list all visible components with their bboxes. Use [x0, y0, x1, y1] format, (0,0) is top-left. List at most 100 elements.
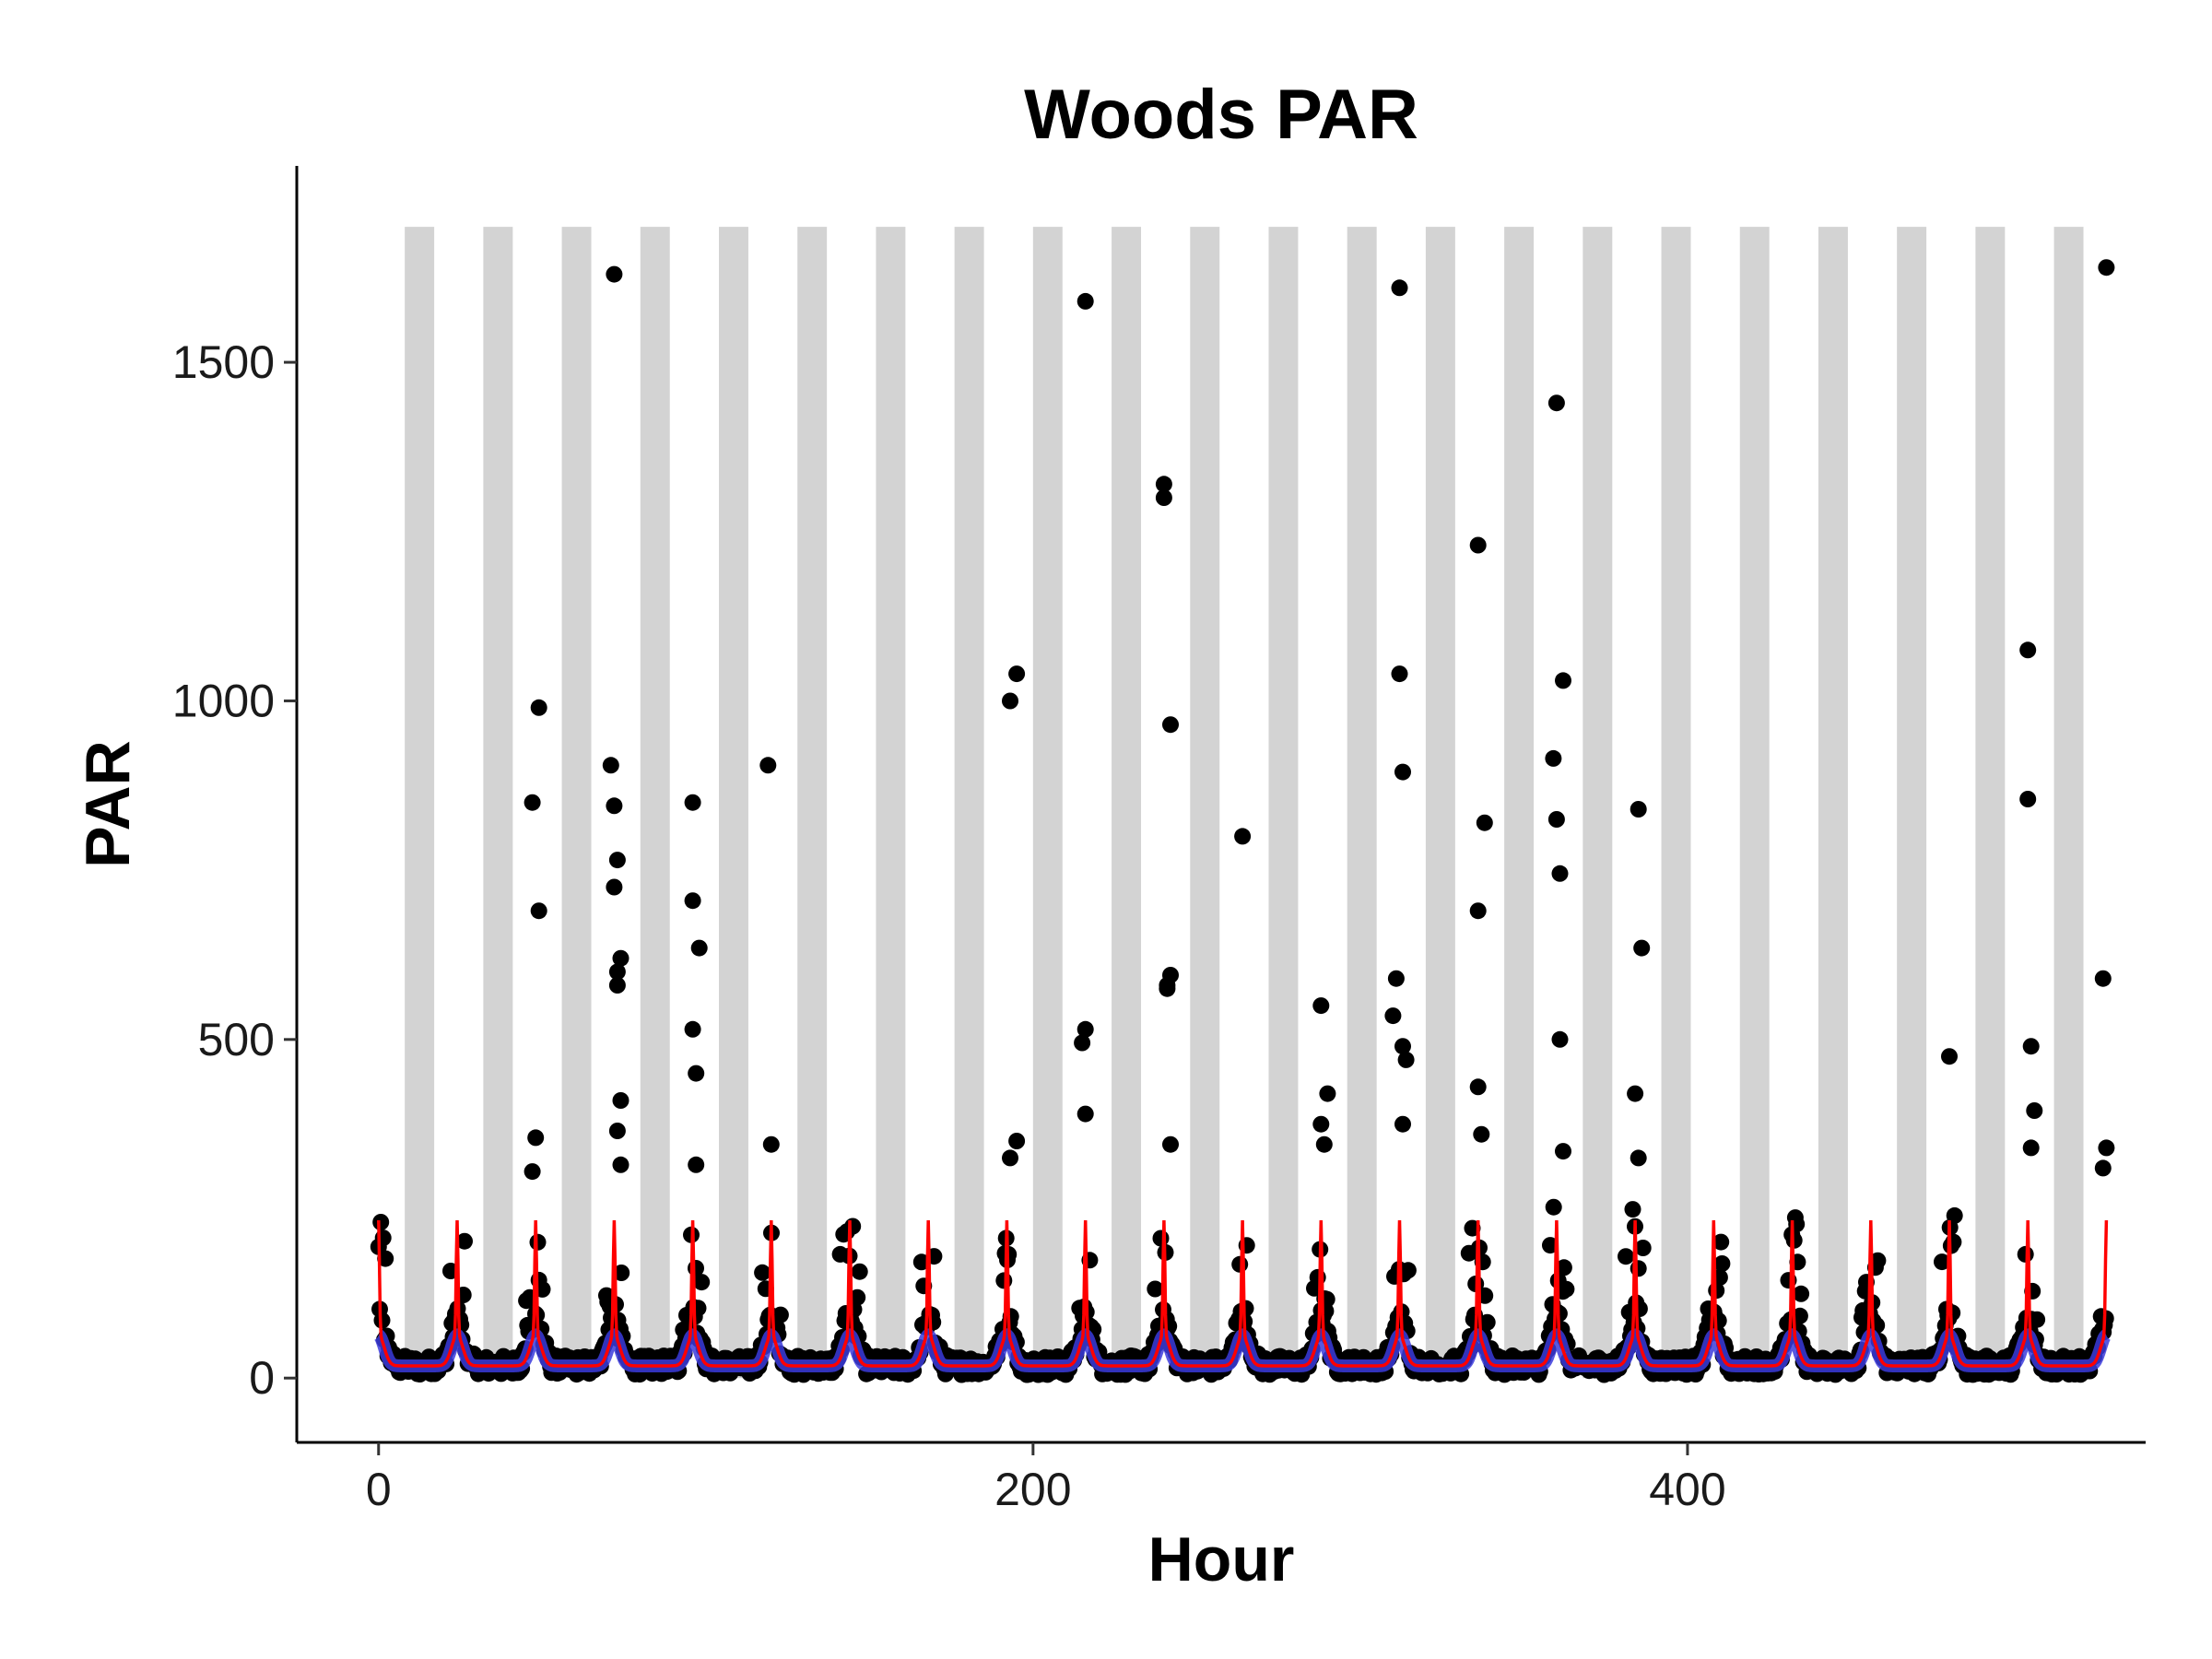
data-point — [1634, 1240, 1652, 1256]
data-point — [606, 797, 623, 815]
data-point — [995, 1272, 1013, 1289]
data-point — [844, 1218, 862, 1235]
data-point — [1618, 1248, 1634, 1265]
data-point — [849, 1288, 866, 1306]
data-point — [690, 939, 708, 957]
data-point — [1152, 1230, 1170, 1247]
data-point — [612, 949, 629, 967]
data-point — [2094, 1159, 2112, 1177]
data-point — [684, 1020, 701, 1038]
data-point — [2019, 641, 2037, 659]
data-point — [2094, 970, 2112, 987]
data-point — [1155, 476, 1172, 493]
data-point — [912, 1253, 930, 1271]
x-tick-label: 200 — [994, 1464, 1071, 1515]
data-point — [1558, 1280, 1575, 1298]
data-point — [1713, 1255, 1731, 1272]
data-point — [2098, 1139, 2115, 1157]
data-point — [684, 892, 701, 910]
data-point — [1394, 763, 1411, 781]
x-axis-title: Hour — [1148, 1524, 1295, 1594]
data-point — [1074, 1034, 1091, 1052]
data-point — [1155, 489, 1172, 506]
data-point — [1077, 292, 1094, 310]
fit-curves — [374, 1219, 2111, 1372]
data-point — [1946, 1206, 1963, 1224]
data-point — [851, 1263, 868, 1280]
night-band — [1032, 227, 1063, 1379]
night-band — [1190, 227, 1220, 1379]
data-point — [1941, 1048, 1958, 1065]
data-point — [1394, 1038, 1411, 1055]
data-point — [1399, 1262, 1417, 1279]
data-point — [1630, 801, 1647, 818]
data-point — [606, 878, 623, 896]
data-point — [754, 1264, 771, 1281]
data-point — [608, 977, 626, 994]
data-point — [1555, 1259, 1572, 1277]
data-point — [1547, 394, 1565, 412]
data-point — [1312, 1115, 1330, 1133]
night-band — [561, 227, 592, 1379]
data-point — [1231, 1255, 1249, 1273]
night-band — [1818, 227, 1848, 1379]
data-point — [1555, 672, 1571, 689]
data-point — [1391, 665, 1408, 683]
night-band — [483, 227, 513, 1379]
data-point — [1633, 939, 1651, 957]
data-point — [1315, 1135, 1333, 1153]
data-point — [1869, 1252, 1887, 1269]
data-point — [1312, 997, 1330, 1015]
data-point — [524, 1163, 541, 1181]
night-band — [1583, 227, 1613, 1379]
data-point — [527, 1129, 545, 1147]
data-point — [688, 1156, 705, 1173]
night-band — [954, 227, 984, 1379]
data-point — [1469, 1078, 1487, 1096]
data-point — [1319, 1085, 1336, 1102]
data-point — [530, 699, 547, 716]
data-point — [1394, 1115, 1411, 1133]
night-band — [876, 227, 906, 1379]
night-band — [1268, 227, 1299, 1379]
y-tick-label: 500 — [198, 1014, 275, 1065]
night-band — [2053, 227, 2084, 1379]
data-point — [684, 794, 701, 811]
data-point — [2098, 259, 2115, 276]
data-point — [377, 1250, 394, 1267]
data-point — [373, 1312, 391, 1329]
fit-line — [377, 1219, 2109, 1368]
x-axis-ticks: 0 200 400 — [366, 1442, 1726, 1515]
data-point — [1934, 1253, 1950, 1271]
y-axis-ticks: 0 500 1000 1500 — [172, 336, 297, 1404]
data-point — [612, 1156, 629, 1173]
data-point — [1469, 902, 1487, 920]
data-point — [608, 852, 626, 869]
data-point — [2029, 1311, 2046, 1328]
data-point — [2019, 791, 2037, 807]
data-point — [1387, 970, 1405, 987]
night-band — [1975, 227, 2006, 1379]
data-point — [1002, 1149, 1018, 1167]
data-point — [762, 1135, 780, 1153]
data-point — [1555, 1143, 1571, 1160]
data-points — [370, 259, 2115, 1383]
data-point — [1002, 692, 1018, 710]
night-band — [1739, 227, 1770, 1379]
night-band — [1504, 227, 1535, 1379]
data-point — [608, 963, 626, 981]
night-band — [405, 227, 435, 1379]
data-point — [1077, 1105, 1094, 1123]
data-point — [1627, 1085, 1644, 1102]
night-band — [640, 227, 670, 1379]
data-point — [1162, 716, 1179, 734]
data-point — [1712, 1233, 1730, 1251]
night-band — [1661, 227, 1691, 1379]
data-point — [1630, 1149, 1647, 1167]
data-point — [1476, 814, 1493, 831]
data-point — [1162, 1135, 1179, 1153]
data-point — [1791, 1307, 1808, 1324]
data-point — [1547, 811, 1565, 828]
data-point — [1545, 1198, 1562, 1216]
